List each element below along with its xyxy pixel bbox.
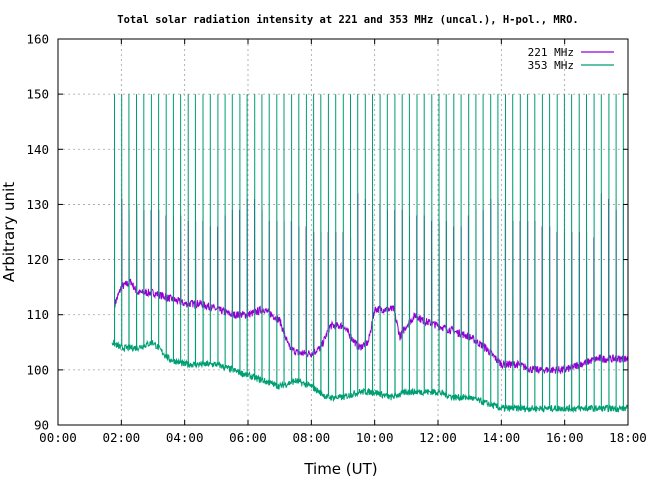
y-tick-label: 130 [26,197,49,212]
y-tick-label: 90 [34,418,49,433]
legend-label: 221 MHz [528,46,574,59]
x-axis-label: Time (UT) [303,460,377,478]
series-221-mhz-line [114,193,629,375]
x-tick-label: 10:00 [356,430,394,445]
x-tick-label: 08:00 [293,430,331,445]
x-tick-label: 12:00 [419,430,457,445]
series-353-mhz-line [111,94,629,414]
chart-title: Total solar radiation intensity at 221 a… [117,14,578,26]
series-layer [111,94,629,414]
x-tick-label: 18:00 [609,430,647,445]
y-tick-label: 140 [26,142,49,157]
y-tick-label: 110 [26,307,49,322]
plot-frame [57,38,629,426]
y-tick-label: 150 [26,87,49,102]
y-tick-label: 100 [26,362,49,377]
axis-ticks: 90 100 110 120 130 140 150 160 00:00 02:00 04:00 06… [26,32,646,446]
legend-label: 353 MHz [528,59,574,72]
x-tick-label: 00:00 [39,430,77,445]
y-axis-label: Arbitrary unit [0,182,18,282]
x-tick-label: 16:00 [546,430,584,445]
x-tick-label: 04:00 [166,430,204,445]
y-tick-label: 120 [26,252,49,267]
x-tick-label: 06:00 [229,430,267,445]
x-tick-label: 02:00 [103,430,141,445]
y-tick-label: 160 [26,32,49,47]
x-tick-label: 14:00 [483,430,521,445]
